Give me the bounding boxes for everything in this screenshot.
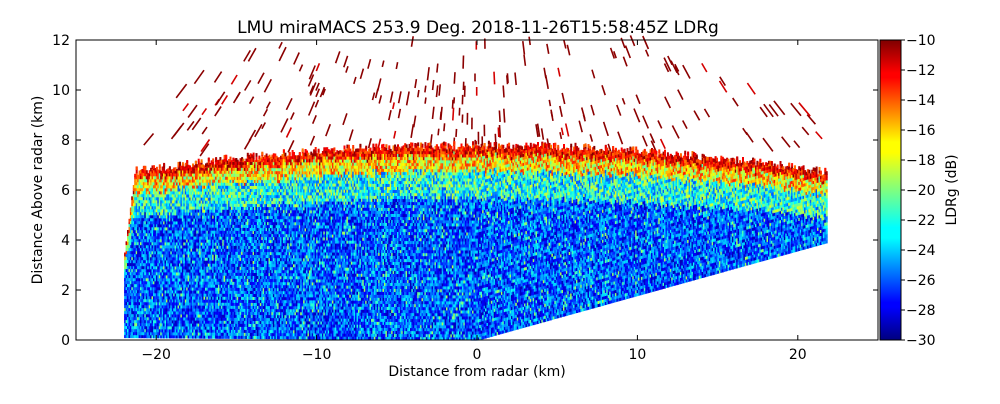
chart-title: LMU miraMACS 253.9 Deg. 2018-11-26T15:58…: [237, 18, 719, 38]
noise-dash: [499, 111, 500, 122]
noise-dash: [456, 129, 457, 137]
noise-dash: [418, 90, 419, 97]
noise-dash: [439, 84, 440, 95]
noise-dash: [438, 129, 439, 136]
noise-dash: [425, 98, 426, 104]
ldr-cell: [179, 162, 181, 166]
noise-dash: [500, 125, 501, 138]
noise-dash: [507, 75, 508, 84]
ldr-cell: [201, 159, 203, 163]
noise-dash: [453, 100, 454, 109]
ldr-cell: [182, 162, 184, 166]
ldr-cell: [136, 166, 138, 170]
ldr-cell: [144, 166, 146, 170]
noise-dash: [549, 100, 550, 106]
noise-dash: [503, 86, 504, 98]
ldr-cell: [208, 158, 210, 162]
ldr-cell: [159, 164, 161, 168]
noise-dash: [498, 127, 499, 137]
ldr-cell: [212, 158, 214, 162]
plot-area: [76, 35, 878, 340]
noise-dash: [453, 108, 454, 121]
noise-dash: [454, 72, 455, 84]
ldr-cell: [163, 163, 165, 167]
ldr-cell: [195, 161, 197, 165]
ldr-cell: [225, 155, 227, 159]
ldr-cell: [230, 157, 232, 161]
ldr-cell: [169, 166, 171, 170]
noise-dash: [425, 86, 426, 93]
noise-dash: [437, 64, 438, 73]
noise-dash: [494, 72, 495, 85]
ldr-cell: [186, 160, 188, 164]
noise-dash: [529, 37, 530, 45]
ldr-cell: [198, 159, 200, 163]
noise-dash: [444, 123, 445, 131]
noise-dash: [433, 80, 434, 90]
noise-dash: [504, 109, 505, 123]
